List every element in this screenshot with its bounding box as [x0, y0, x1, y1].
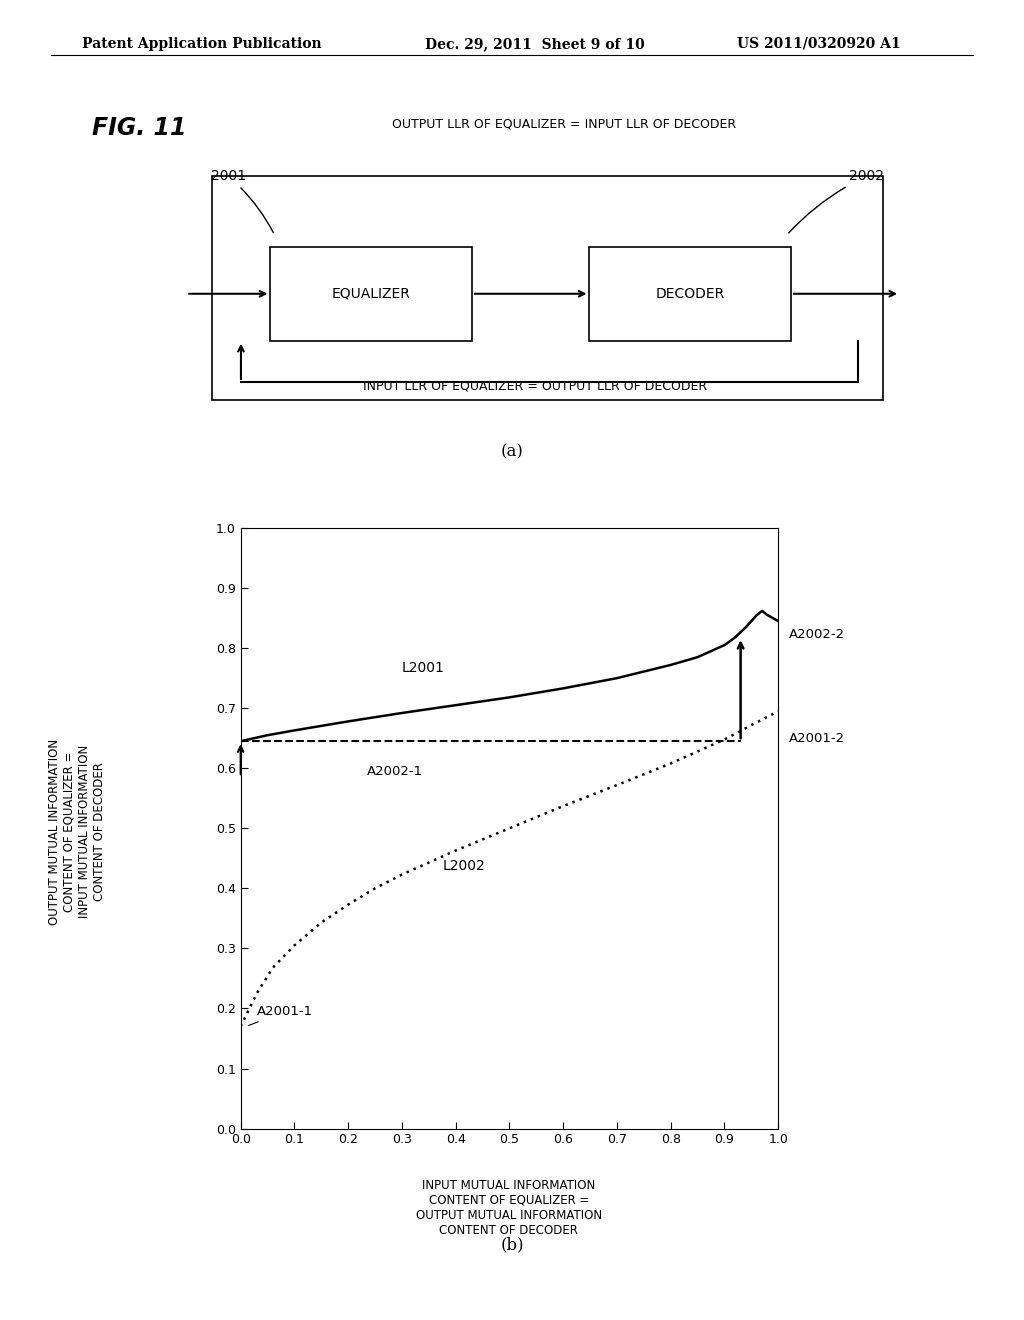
Text: L2001: L2001 — [401, 661, 444, 675]
Text: US 2011/0320920 A1: US 2011/0320920 A1 — [737, 37, 901, 51]
Text: EQUALIZER: EQUALIZER — [332, 286, 411, 301]
Text: (a): (a) — [501, 444, 523, 461]
Text: DECODER: DECODER — [655, 286, 725, 301]
Text: Patent Application Publication: Patent Application Publication — [82, 37, 322, 51]
Text: A2001-2: A2001-2 — [790, 731, 845, 744]
Text: 2001: 2001 — [211, 169, 273, 232]
Text: INPUT LLR OF EQUALIZER = OUTPUT LLR OF DECODER: INPUT LLR OF EQUALIZER = OUTPUT LLR OF D… — [362, 380, 707, 392]
Bar — [212, 176, 884, 400]
Text: OUTPUT MUTUAL INFORMATION
CONTENT OF EQUALIZER =
INPUT MUTUAL INFORMATION
CONTEN: OUTPUT MUTUAL INFORMATION CONTENT OF EQU… — [48, 738, 105, 925]
Bar — [270, 247, 472, 341]
Text: (b): (b) — [500, 1237, 524, 1254]
Bar — [590, 247, 791, 341]
Text: A2002-1: A2002-1 — [367, 764, 423, 777]
Text: Dec. 29, 2011  Sheet 9 of 10: Dec. 29, 2011 Sheet 9 of 10 — [425, 37, 645, 51]
Text: A2001-1: A2001-1 — [249, 1005, 313, 1026]
Text: OUTPUT LLR OF EQUALIZER = INPUT LLR OF DECODER: OUTPUT LLR OF EQUALIZER = INPUT LLR OF D… — [392, 117, 736, 131]
Text: A2002-2: A2002-2 — [790, 628, 845, 640]
Text: 2002: 2002 — [788, 169, 884, 232]
Text: INPUT MUTUAL INFORMATION
CONTENT OF EQUALIZER =
OUTPUT MUTUAL INFORMATION
CONTEN: INPUT MUTUAL INFORMATION CONTENT OF EQUA… — [416, 1179, 602, 1237]
Text: FIG. 11: FIG. 11 — [92, 116, 186, 140]
Text: L2002: L2002 — [442, 859, 485, 874]
